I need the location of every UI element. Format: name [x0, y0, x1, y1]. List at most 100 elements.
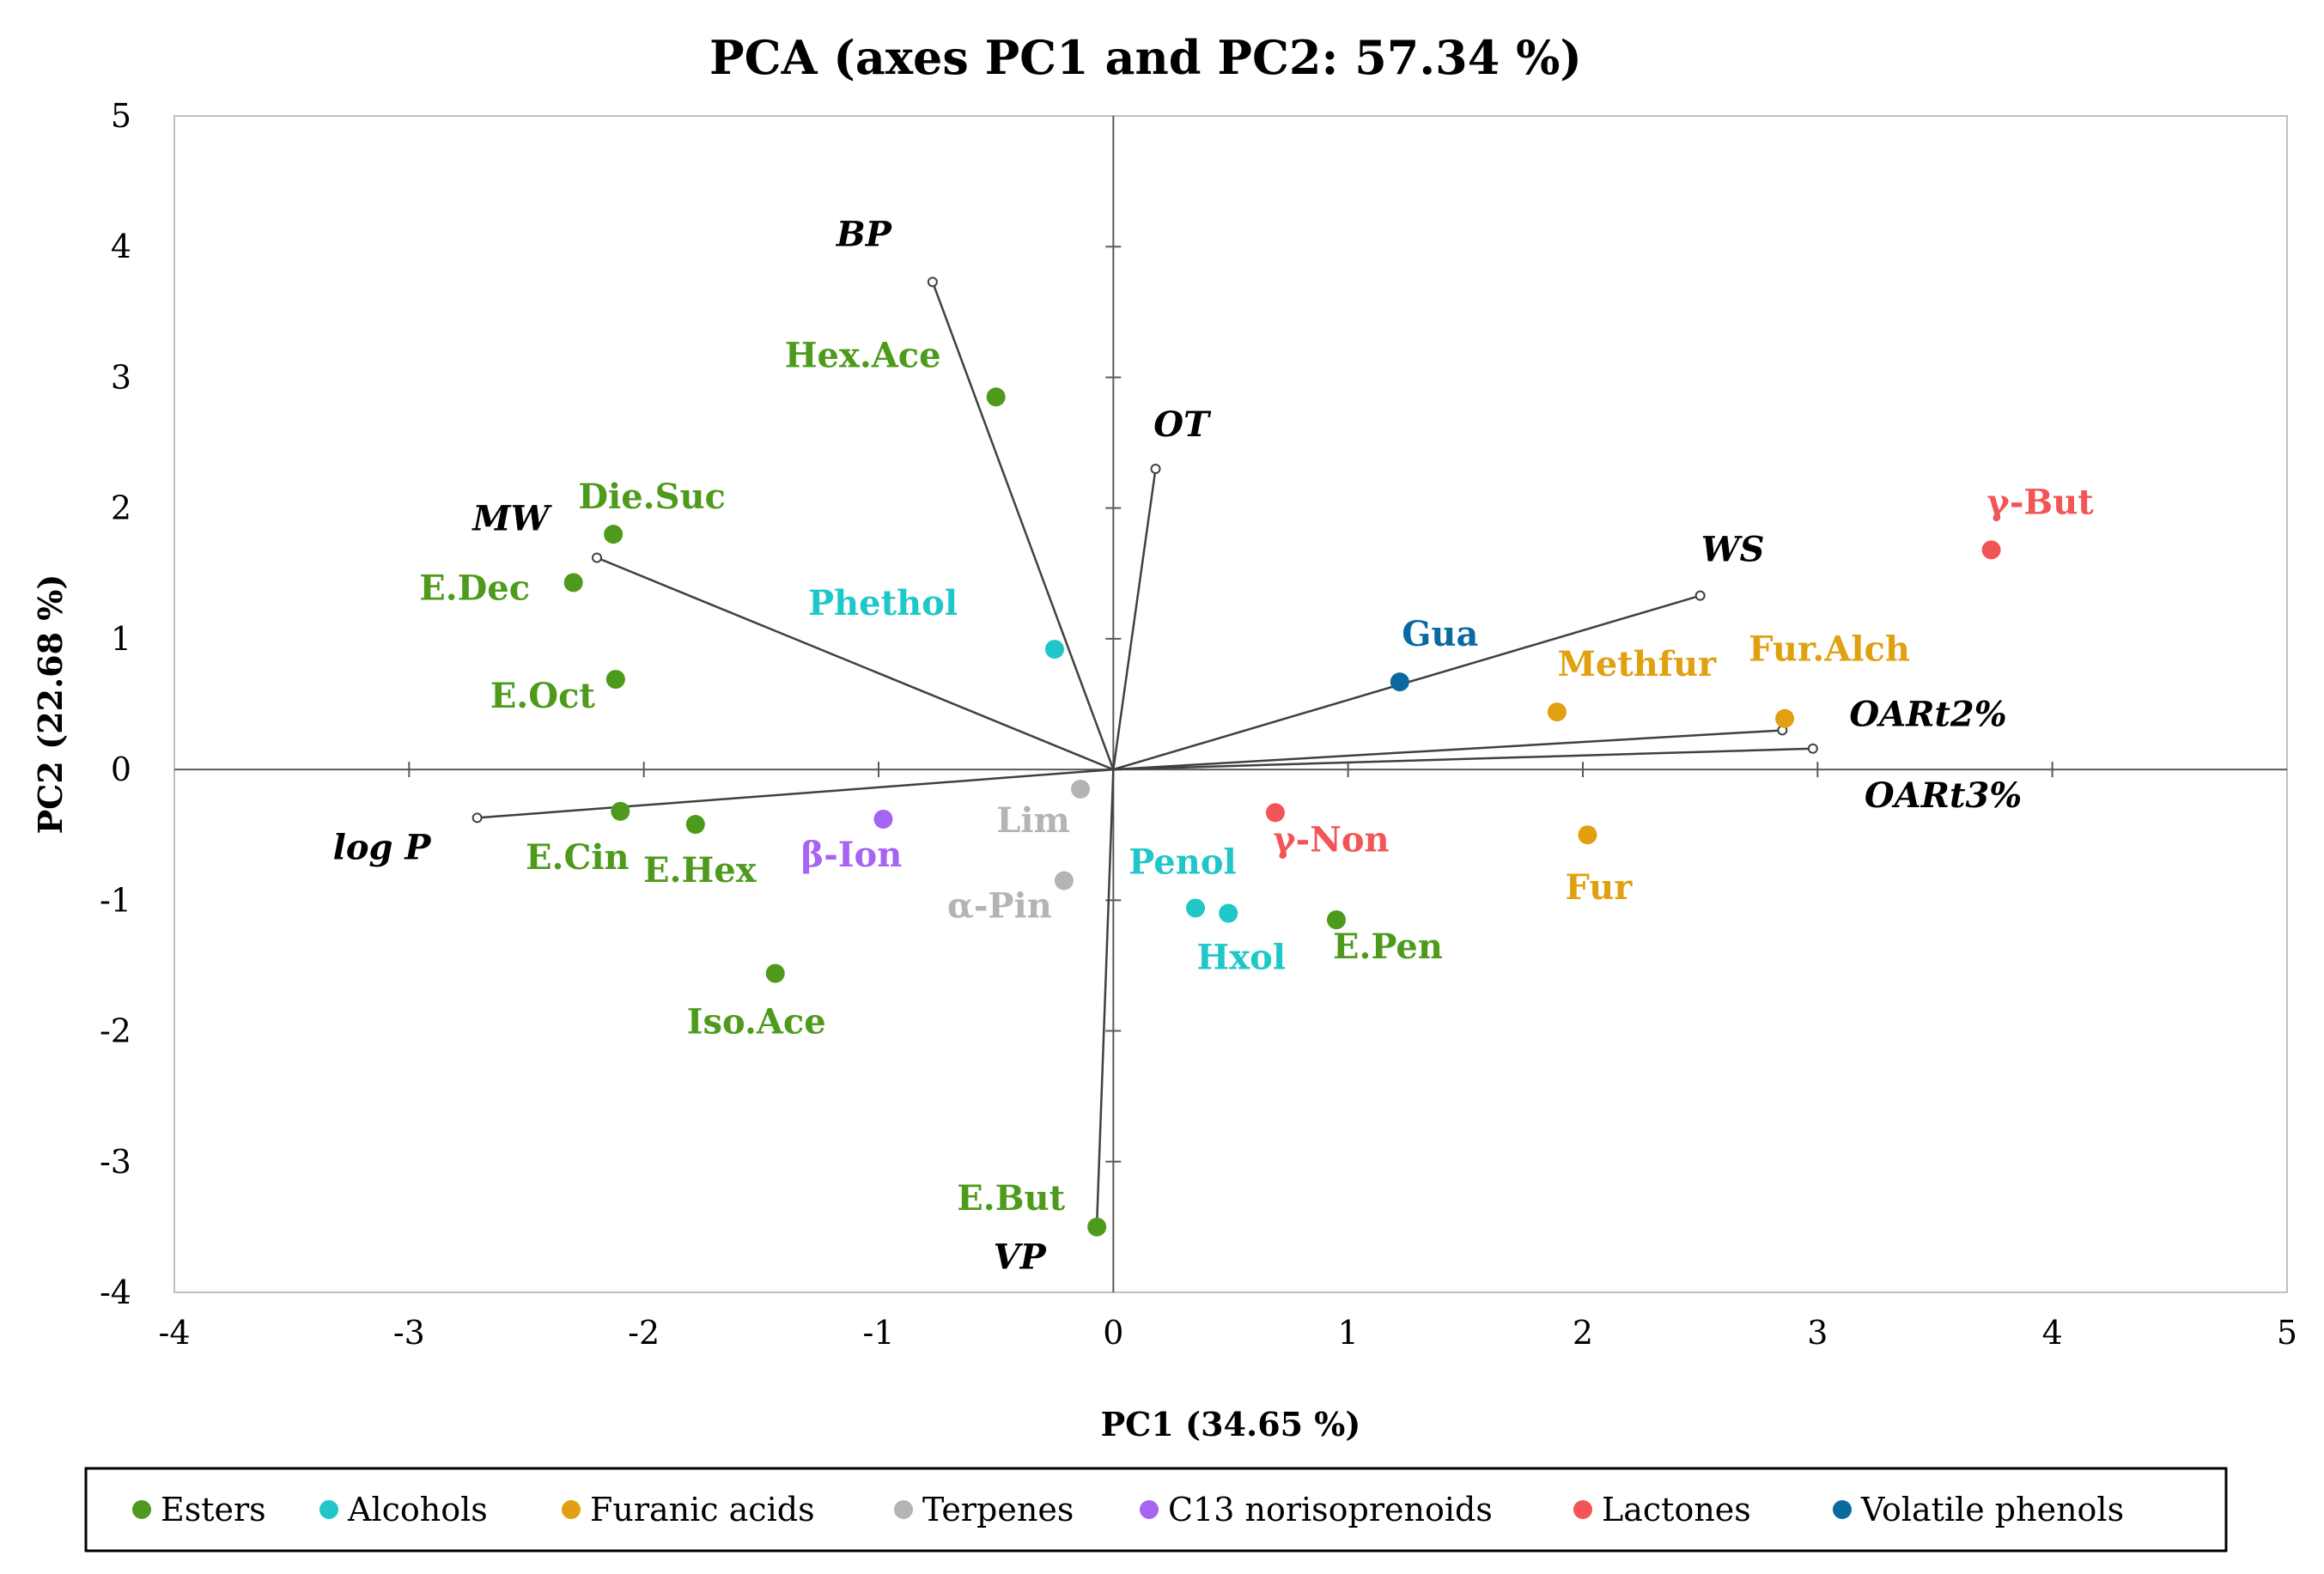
loading-label-oart2: OARt2%: [1849, 694, 2006, 734]
loading-label-log-p: log P: [333, 827, 433, 867]
point-e-oct: [605, 670, 625, 690]
loading-tip-oart3: [1807, 743, 1818, 754]
point-e-but: [1087, 1217, 1107, 1237]
legend-label-volatile-phenols: Volatile phenols: [1860, 1491, 2124, 1528]
legend: Esters Alcohols Furanic acids Terpenes C13 n…: [132, 1491, 2124, 1528]
point-label-ion: β-Ion: [801, 835, 903, 875]
point-hex-ace: [986, 387, 1006, 407]
point-penol: [1186, 898, 1205, 918]
point-label-gua: Gua: [1402, 614, 1478, 654]
loading-tip-bp: [927, 277, 938, 288]
axes-layer: -4 -3 -2 -1 0 1 2 3 4 5 -4 -3 -2 -1 0 1 2 3 4 5: [100, 97, 2297, 1352]
point-label-hex-ace: Hex.Ace: [785, 335, 941, 375]
loading-label-mw: MW: [471, 499, 552, 539]
x-tick-label: 2: [1573, 1314, 1593, 1352]
x-axis-title: PC1 (34.65 %): [1101, 1405, 1361, 1443]
point-hxol: [1219, 903, 1238, 923]
legend-label-alcohols: Alcohols: [347, 1491, 488, 1528]
point-label-e-oct: E.Oct: [490, 676, 596, 716]
legend-label-terpenes: Terpenes: [922, 1491, 1074, 1528]
y-tick-label: 5: [111, 97, 131, 135]
point-label-hxol: Hxol: [1197, 938, 1287, 978]
point-die-suc: [604, 525, 624, 544]
point-e-pen: [1327, 910, 1346, 930]
legend-marker-alcohols: [319, 1500, 338, 1519]
x-tick-label: 4: [2042, 1314, 2063, 1352]
loading-label-ot: OT: [1153, 404, 1212, 445]
point-lim: [1071, 779, 1091, 799]
point-iso-ace: [765, 963, 785, 983]
point-e-dec: [563, 573, 583, 593]
point-label-non: γ-Non: [1273, 819, 1389, 860]
point-label-e-hex: E.Hex: [643, 850, 757, 890]
loading-label-vp: VP: [994, 1237, 1048, 1277]
loading-vector-mw: [596, 556, 1114, 771]
x-tick-label: 1: [1338, 1314, 1359, 1352]
plot-area: [173, 115, 2288, 1293]
loading-tip-log-p: [471, 812, 483, 823]
y-tick-label: 2: [111, 489, 131, 527]
point-label-fur: Fur: [1566, 867, 1633, 908]
loading-label-bp: BP: [836, 214, 893, 254]
x-tick-label: -4: [158, 1314, 190, 1352]
loading-vector-ot: [1112, 468, 1157, 770]
chart-title: PCA (axes PC1 and PC2: 57.34 %): [709, 30, 1582, 85]
point-label-die-suc: Die.Suc: [578, 477, 726, 517]
loading-vector-vp: [1095, 769, 1115, 1224]
point-label-e-but: E.But: [957, 1178, 1065, 1218]
point-ion: [873, 809, 893, 829]
point-label-penol: Penol: [1129, 842, 1236, 882]
y-tick-label: 3: [111, 358, 131, 396]
loading-label-ws: WS: [1701, 530, 1765, 570]
y-axis-title: PC2 (22.68 %): [31, 574, 70, 835]
point-label-e-pen: E.Pen: [1333, 927, 1443, 967]
loading-vector-log-p: [477, 768, 1114, 819]
y-tick-label: -3: [100, 1143, 131, 1181]
y-tick-label: -1: [100, 881, 131, 919]
legend-marker-lactones: [1573, 1500, 1592, 1519]
point-label-phethol: Phethol: [808, 583, 958, 623]
x-tick-label: -2: [628, 1314, 660, 1352]
legend-label-furanic-acids: Furanic acids: [590, 1491, 815, 1528]
legend-label-c13-norisoprenoids: C13 norisoprenoids: [1168, 1491, 1493, 1528]
loading-tip-ot: [1150, 464, 1161, 474]
point-label-methfur: Methfur: [1558, 644, 1718, 684]
legend-marker-terpenes: [894, 1500, 913, 1519]
point-label-e-cin: E.Cin: [526, 837, 630, 878]
x-tick-label: 0: [1103, 1314, 1123, 1352]
legend-label-esters: Esters: [161, 1491, 266, 1528]
legend-marker-furanic-acids: [562, 1500, 581, 1519]
x-tick-label: -1: [862, 1314, 894, 1352]
point-label-fur-alch: Fur.Alch: [1749, 629, 1910, 670]
y-tick-label: 0: [111, 751, 131, 788]
legend-marker-volatile-phenols: [1833, 1500, 1852, 1519]
point-fur: [1578, 825, 1597, 845]
point-gua: [1390, 672, 1409, 692]
point-e-cin: [611, 801, 630, 821]
loading-vector-oart2: [1113, 729, 1783, 771]
loadings-layer: BP OT MW WS OARt2% OARt3% log P VP: [333, 214, 2023, 1277]
y-tick-label: 4: [111, 228, 131, 265]
point-but: [1981, 540, 2001, 560]
loading-tip-ws: [1694, 590, 1706, 601]
point-e-hex: [685, 815, 705, 835]
point-methfur: [1547, 702, 1567, 722]
y-tick-label: 1: [111, 620, 131, 658]
loading-tip-mw: [592, 552, 602, 563]
legend-label-lactones: Lactones: [1602, 1491, 1751, 1528]
point-fur-alch: [1775, 708, 1795, 728]
point-label-but: γ-But: [1986, 482, 2094, 522]
loading-label-oart3: OARt3%: [1865, 775, 2022, 816]
point-label-lim: Lim: [996, 800, 1070, 841]
legend-marker-c13-norisoprenoids: [1140, 1500, 1159, 1519]
point-pin: [1054, 871, 1074, 890]
loading-vector-bp: [931, 281, 1115, 770]
point-non: [1265, 803, 1285, 823]
point-phethol: [1045, 640, 1064, 659]
legend-marker-esters: [132, 1500, 151, 1519]
x-tick-label: 3: [1807, 1314, 1828, 1352]
x-tick-label: -3: [393, 1314, 425, 1352]
point-label-iso-ace: Iso.Ace: [687, 1002, 826, 1042]
y-tick-label: -2: [100, 1012, 131, 1050]
